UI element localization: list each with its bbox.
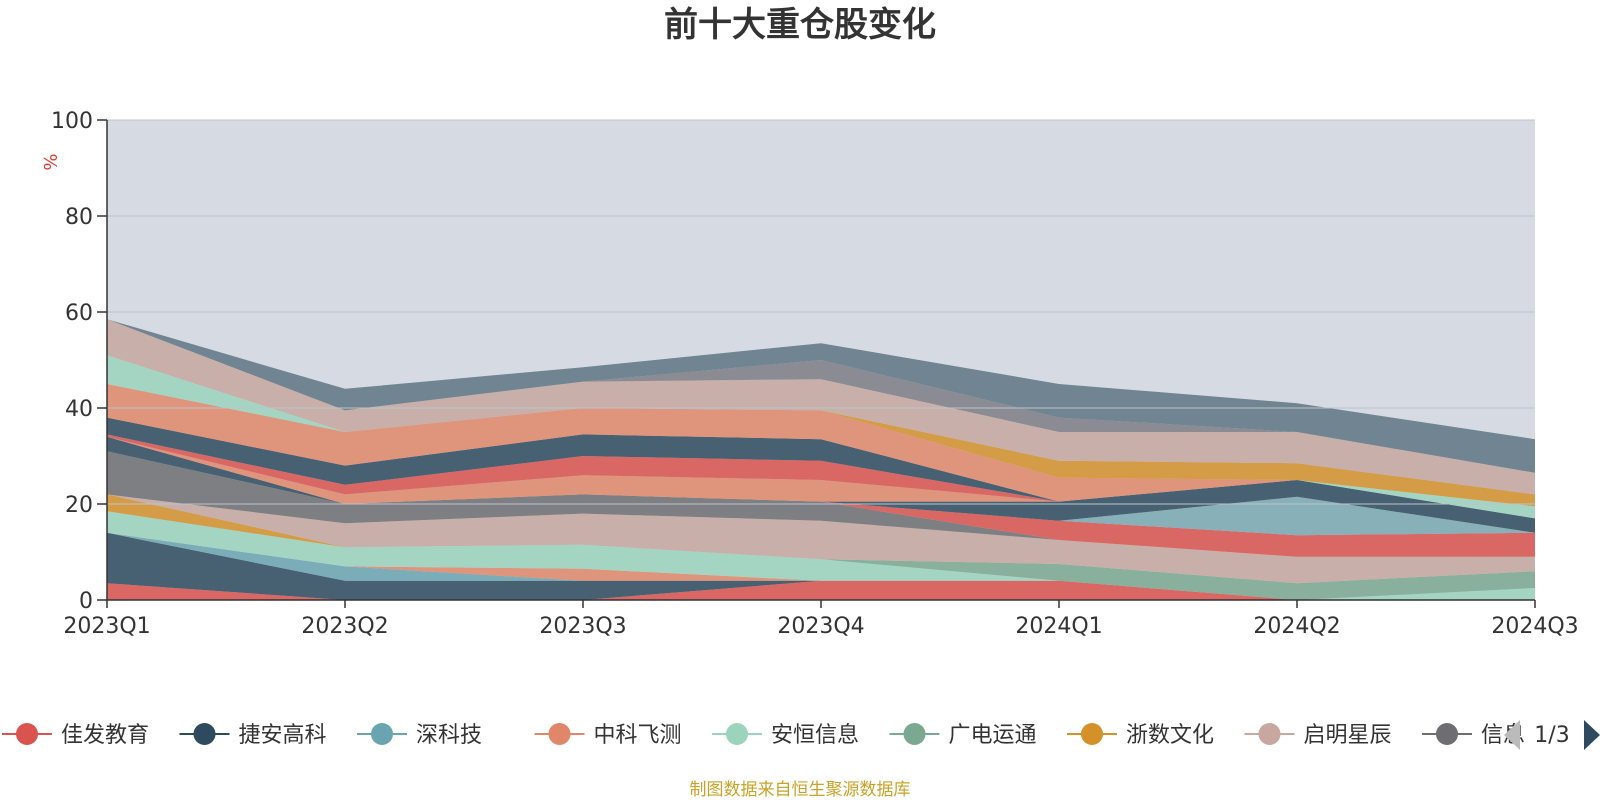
y-tick-label-100: 100	[51, 109, 93, 134]
legend-label: 浙数文化	[1126, 723, 1214, 748]
x-tick-label-5: 2024Q2	[1253, 614, 1340, 639]
series-area-16[interactable]	[107, 417, 1535, 507]
legend: 佳发教育 捷安高科 深科技 中科飞测 安恒信息 广电运通 浙数文化 启明星辰 信息	[2, 723, 1525, 748]
series-area-5[interactable]	[107, 511, 1535, 600]
legend-item-2[interactable]: 深科技	[357, 723, 482, 748]
series-area-14[interactable]	[107, 436, 1535, 507]
legend-label: 深科技	[416, 723, 482, 748]
legend-next-icon[interactable]	[1584, 720, 1600, 750]
legend-marker-icon	[548, 723, 571, 745]
legend-marker-icon	[193, 723, 216, 745]
x-tick-label-4: 2024Q1	[1015, 614, 1102, 639]
legend-label: 佳发教育	[61, 723, 149, 748]
legend-item-0[interactable]: 佳发教育	[2, 723, 149, 748]
legend-marker-icon	[1081, 723, 1103, 745]
y-tick-label-80: 80	[65, 205, 93, 230]
legend-item-3[interactable]: 中科飞测	[534, 723, 682, 748]
grid-lines	[107, 119, 1535, 505]
series-area-4[interactable]	[107, 511, 1535, 600]
series-area-7[interactable]	[107, 494, 1535, 584]
legend-label: 捷安高科	[239, 723, 327, 748]
legend-label: 安恒信息	[771, 723, 859, 748]
y-axis: 0 20 40 60 80 100	[51, 109, 108, 614]
x-tick-label-3: 2023Q4	[777, 614, 864, 639]
series-area-15[interactable]	[107, 434, 1535, 507]
legend-item-5[interactable]: 广电运通	[889, 723, 1037, 748]
legend-marker-icon	[16, 723, 38, 745]
legend-item-4[interactable]: 安恒信息	[712, 723, 859, 748]
legend-prev-icon[interactable]	[1504, 720, 1520, 750]
series-area-22[interactable]	[107, 319, 1535, 473]
legend-item-6[interactable]: 浙数文化	[1067, 723, 1214, 748]
x-axis: 2023Q1 2023Q2 2023Q3 2023Q4 2024Q1 2024Q2 2024…	[63, 599, 1579, 639]
y-tick-label-0: 0	[79, 589, 93, 614]
chart-title: 前十大重仓股变化	[664, 5, 936, 45]
legend-marker-icon	[903, 723, 926, 745]
legend-pager: 1/3	[1504, 720, 1600, 750]
y-tick-label-40: 40	[65, 397, 93, 422]
legend-marker-icon	[371, 723, 393, 745]
series-area-11[interactable]	[107, 451, 1535, 536]
legend-marker-icon	[726, 723, 748, 745]
y-axis-label: %	[39, 153, 60, 170]
series-area-20[interactable]	[107, 319, 1535, 495]
series-area-12[interactable]	[107, 436, 1535, 533]
y-tick-label-20: 20	[65, 493, 93, 518]
x-tick-label-1: 2023Q2	[301, 614, 388, 639]
y-tick-label-60: 60	[65, 301, 93, 326]
x-tick-label-6: 2024Q3	[1491, 614, 1578, 639]
legend-marker-icon	[1258, 723, 1281, 745]
plot-area	[107, 120, 1535, 600]
series-area-0[interactable]	[107, 580, 1535, 600]
legend-marker-icon	[1436, 723, 1458, 745]
series-area-18[interactable]	[107, 384, 1535, 507]
legend-page-indicator: 1/3	[1534, 723, 1569, 748]
series-area-17[interactable]	[107, 384, 1535, 507]
legend-item-7[interactable]: 启明星辰	[1244, 723, 1392, 748]
legend-item-1[interactable]: 捷安高科	[179, 723, 327, 748]
legend-label: 广电运通	[949, 723, 1037, 748]
legend-label: 启明星辰	[1304, 723, 1392, 748]
series-area-1[interactable]	[107, 532, 1535, 600]
x-tick-label-2: 2023Q3	[539, 614, 626, 639]
legend-label: 中科飞测	[594, 723, 682, 748]
x-tick-label-0: 2023Q1	[63, 614, 150, 639]
series-area-9[interactable]	[107, 451, 1535, 557]
source-note: 制图数据来自恒生聚源数据库	[690, 780, 911, 800]
